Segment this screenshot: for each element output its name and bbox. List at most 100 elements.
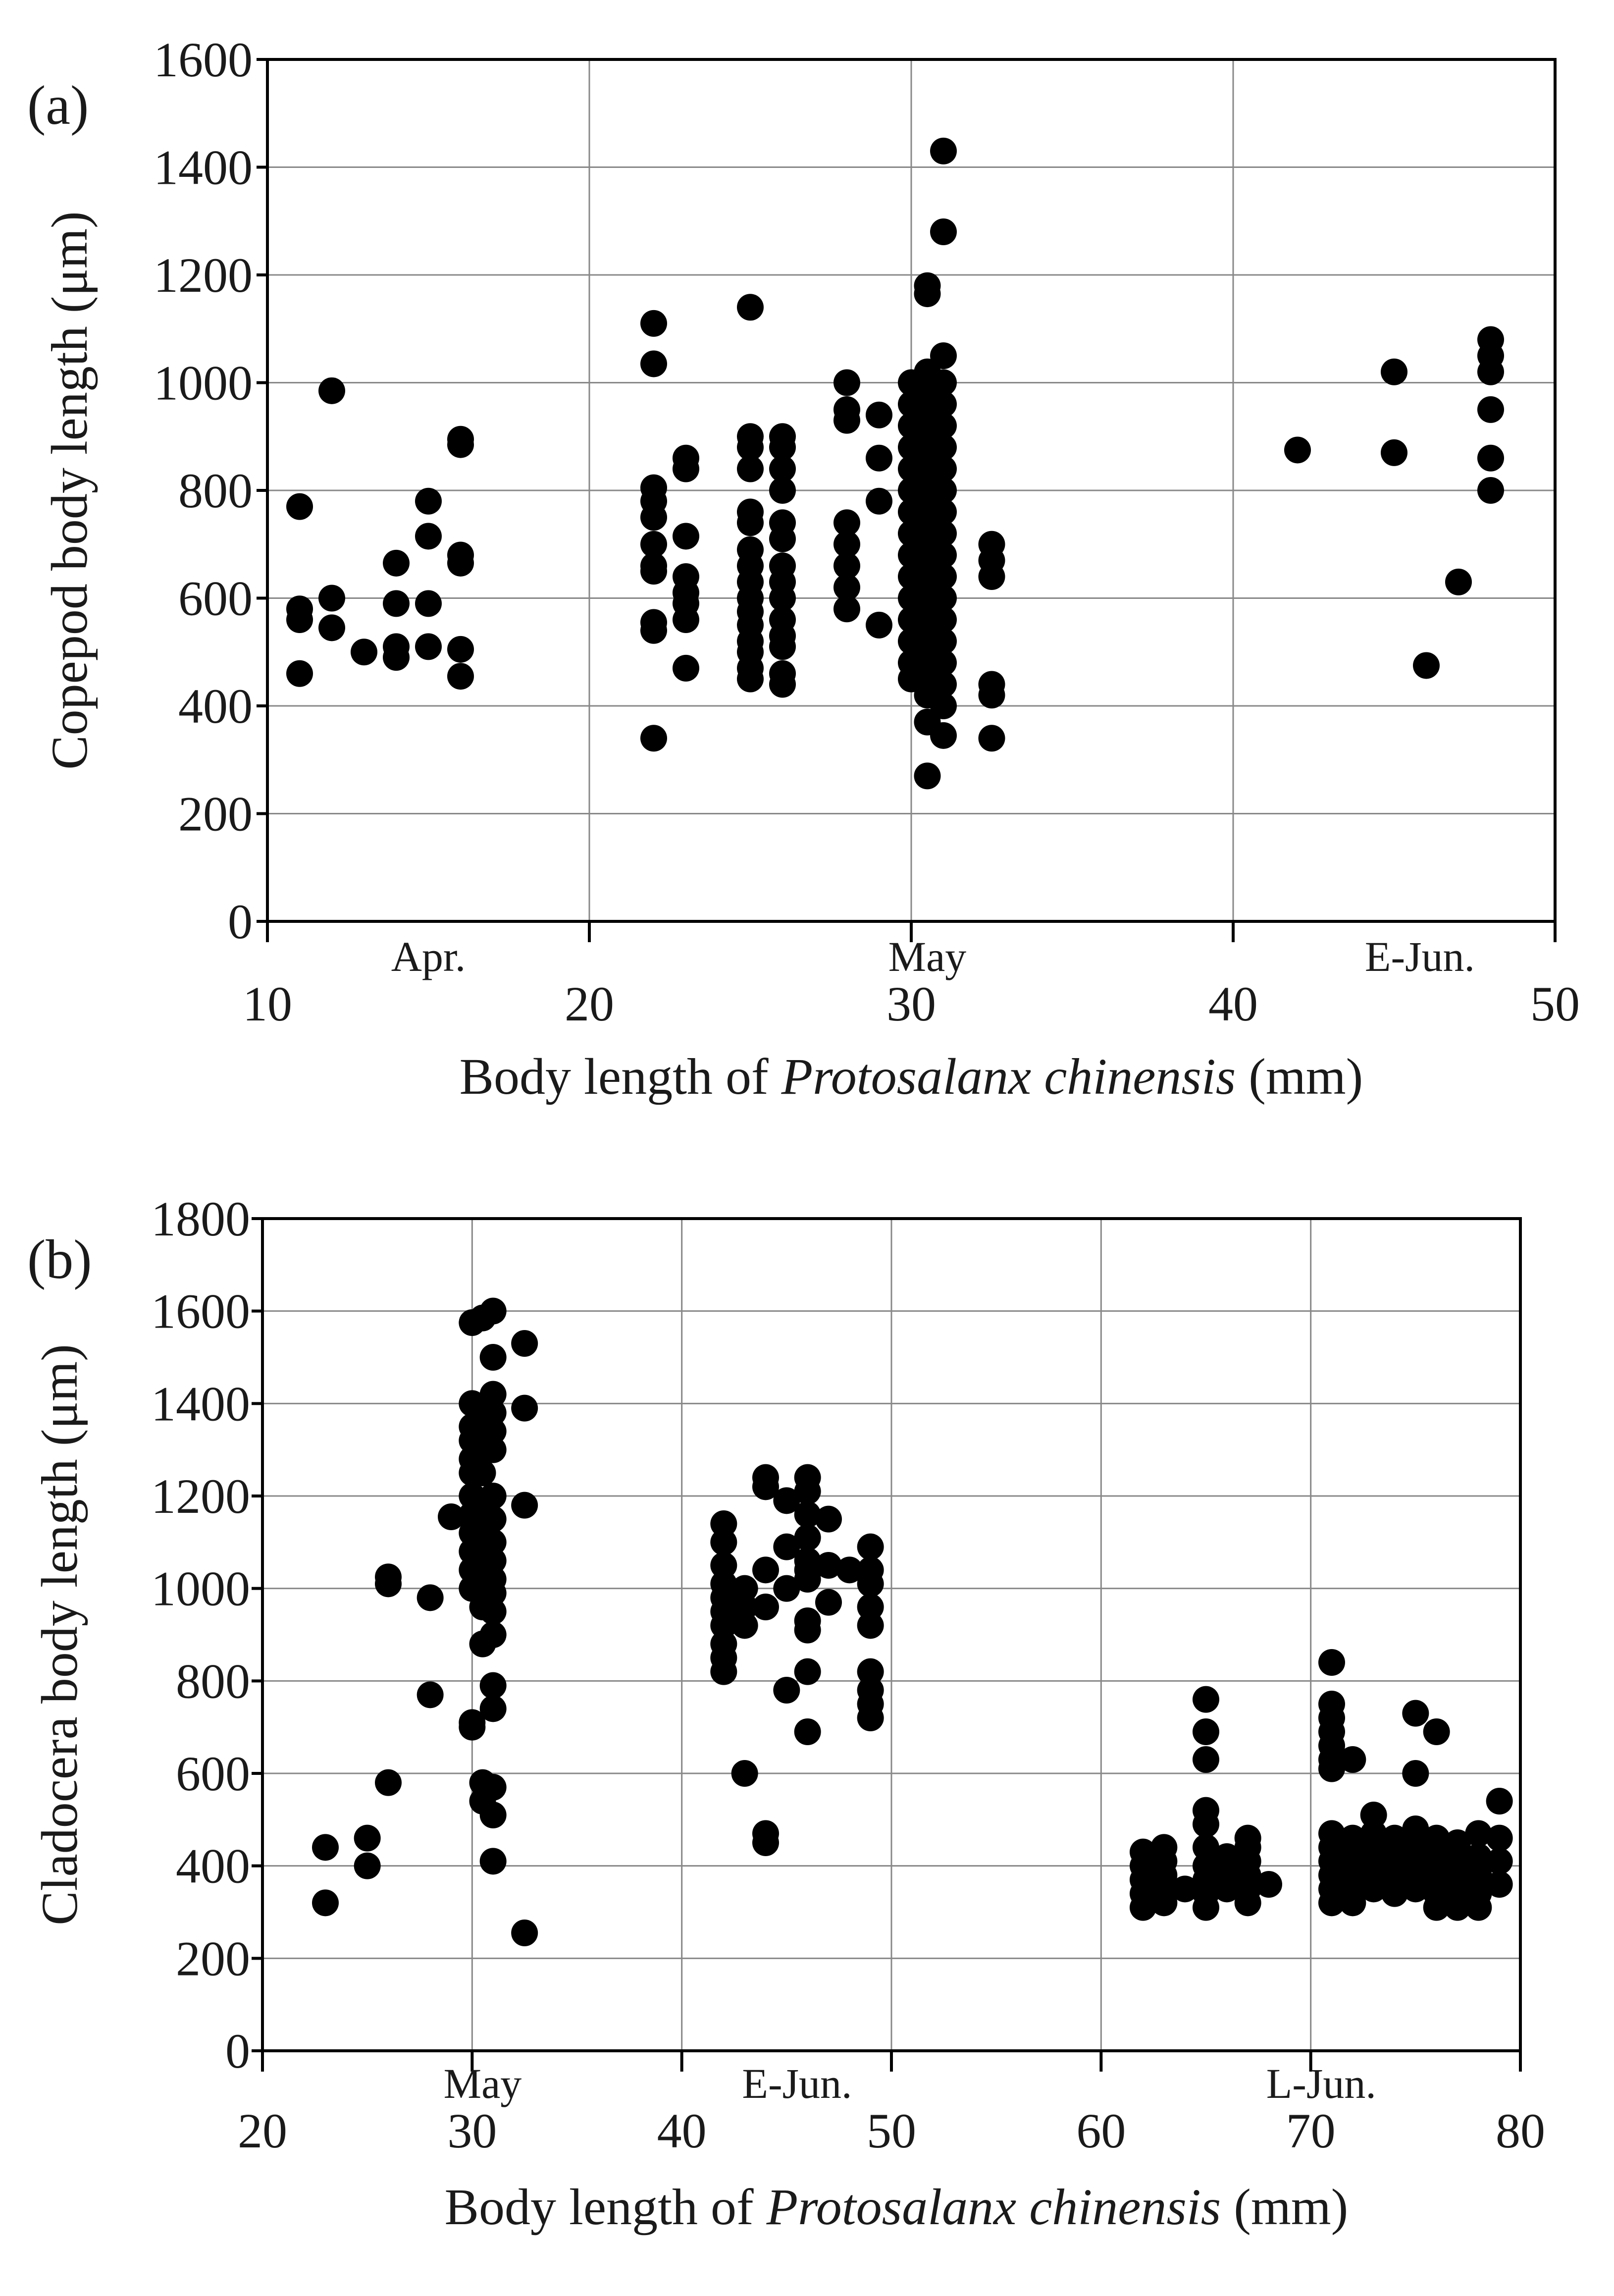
x-tick-label: 20 — [238, 2103, 287, 2158]
data-point — [752, 1594, 779, 1620]
data-point — [930, 455, 957, 482]
data-point — [479, 1529, 507, 1556]
month-label-may: May — [444, 2060, 522, 2107]
data-point — [930, 477, 957, 504]
month-label-may: May — [888, 933, 967, 980]
data-point — [479, 1399, 507, 1426]
data-point — [836, 1556, 863, 1584]
data-point — [383, 644, 410, 671]
panel-a-ticks: 0 200 400 600 800 1000 1200 1400 1600 10 20 30 40 50 — [154, 32, 1580, 1031]
data-point — [773, 1575, 800, 1602]
data-point — [794, 1616, 821, 1644]
data-point — [447, 431, 474, 458]
data-point — [857, 1612, 884, 1639]
data-point — [930, 520, 957, 547]
data-point — [673, 455, 699, 482]
data-point — [737, 455, 764, 482]
data-point — [710, 1612, 737, 1639]
data-point — [318, 377, 345, 404]
data-point — [286, 660, 313, 687]
data-point — [930, 218, 957, 245]
data-point — [1193, 1811, 1219, 1838]
data-point — [833, 369, 860, 396]
data-point — [930, 498, 957, 526]
data-point — [511, 1330, 538, 1357]
x-tick-label: 40 — [657, 2103, 707, 2158]
month-label-apr: Apr. — [391, 933, 466, 980]
data-point — [930, 585, 957, 612]
data-point — [1465, 1862, 1492, 1889]
data-point — [930, 693, 957, 719]
data-point — [794, 1478, 821, 1505]
data-point — [737, 434, 764, 461]
data-point — [1193, 1746, 1219, 1773]
data-point — [866, 487, 892, 515]
data-point — [857, 1594, 884, 1620]
data-point — [710, 1510, 737, 1537]
data-point — [415, 523, 442, 550]
data-point — [737, 509, 764, 536]
panel-b-month-labels: May E-Jun. L-Jun. — [444, 2060, 1376, 2107]
panel-b-cladocera-chart: 0 200 400 600 800 1000 1200 1400 1600 1800 20 30 40 5… — [27, 1191, 1545, 2236]
data-point — [914, 762, 941, 790]
data-point — [773, 1487, 800, 1514]
data-point — [930, 137, 957, 164]
data-point — [479, 1848, 507, 1875]
data-point — [1381, 358, 1407, 385]
data-point — [857, 1533, 884, 1560]
data-point — [415, 487, 442, 515]
data-point — [1402, 1875, 1429, 1903]
data-point — [417, 1584, 444, 1611]
data-point — [857, 1705, 884, 1731]
data-point — [930, 434, 957, 461]
data-point — [415, 633, 442, 660]
data-point — [1130, 1894, 1156, 1921]
data-point — [383, 590, 410, 617]
y-tick-label: 1200 — [154, 248, 253, 303]
data-point — [640, 725, 667, 752]
month-label-e-jun: E-Jun. — [742, 2060, 852, 2107]
data-point — [773, 1677, 800, 1704]
data-point — [752, 1473, 779, 1500]
data-point — [833, 552, 860, 580]
data-point — [1413, 652, 1440, 679]
data-point — [1339, 1843, 1366, 1870]
data-point — [769, 477, 796, 504]
data-point — [752, 1556, 779, 1584]
y-tick-label: 200 — [178, 787, 253, 842]
data-point — [673, 654, 699, 682]
x-tick-label: 70 — [1286, 2103, 1336, 2158]
x-tick-label: 40 — [1208, 976, 1258, 1031]
data-point — [1339, 1824, 1366, 1852]
data-point — [1381, 1862, 1408, 1889]
data-point — [479, 1483, 507, 1509]
data-point — [1150, 1889, 1178, 1917]
data-point — [1444, 1848, 1471, 1875]
y-tick-label: 0 — [228, 894, 253, 949]
x-tick-label: 20 — [565, 976, 614, 1031]
data-point — [731, 1760, 758, 1787]
data-point — [1423, 1824, 1450, 1852]
data-point — [930, 671, 957, 698]
data-point — [383, 549, 410, 577]
data-point — [930, 369, 957, 396]
data-point — [731, 1594, 758, 1620]
data-point — [318, 614, 345, 641]
data-point — [930, 391, 957, 418]
panel-b-grid — [261, 1218, 1521, 2052]
y-tick-label: 1000 — [151, 1561, 250, 1616]
x-title-suffix: (mm) — [1236, 1048, 1363, 1105]
data-point — [769, 585, 796, 612]
data-point — [312, 1834, 339, 1861]
data-point — [479, 1774, 507, 1801]
data-point — [1486, 1824, 1513, 1852]
panel-b-ticks: 0 200 400 600 800 1000 1200 1400 1600 1800 20 30 40 5… — [151, 1191, 1545, 2158]
x-title-prefix: Body length of — [460, 1048, 781, 1105]
data-point — [769, 434, 796, 461]
data-point — [710, 1529, 737, 1556]
data-point — [978, 563, 1005, 590]
data-point — [1381, 1880, 1408, 1907]
data-point — [914, 280, 941, 308]
data-point — [438, 1503, 465, 1530]
